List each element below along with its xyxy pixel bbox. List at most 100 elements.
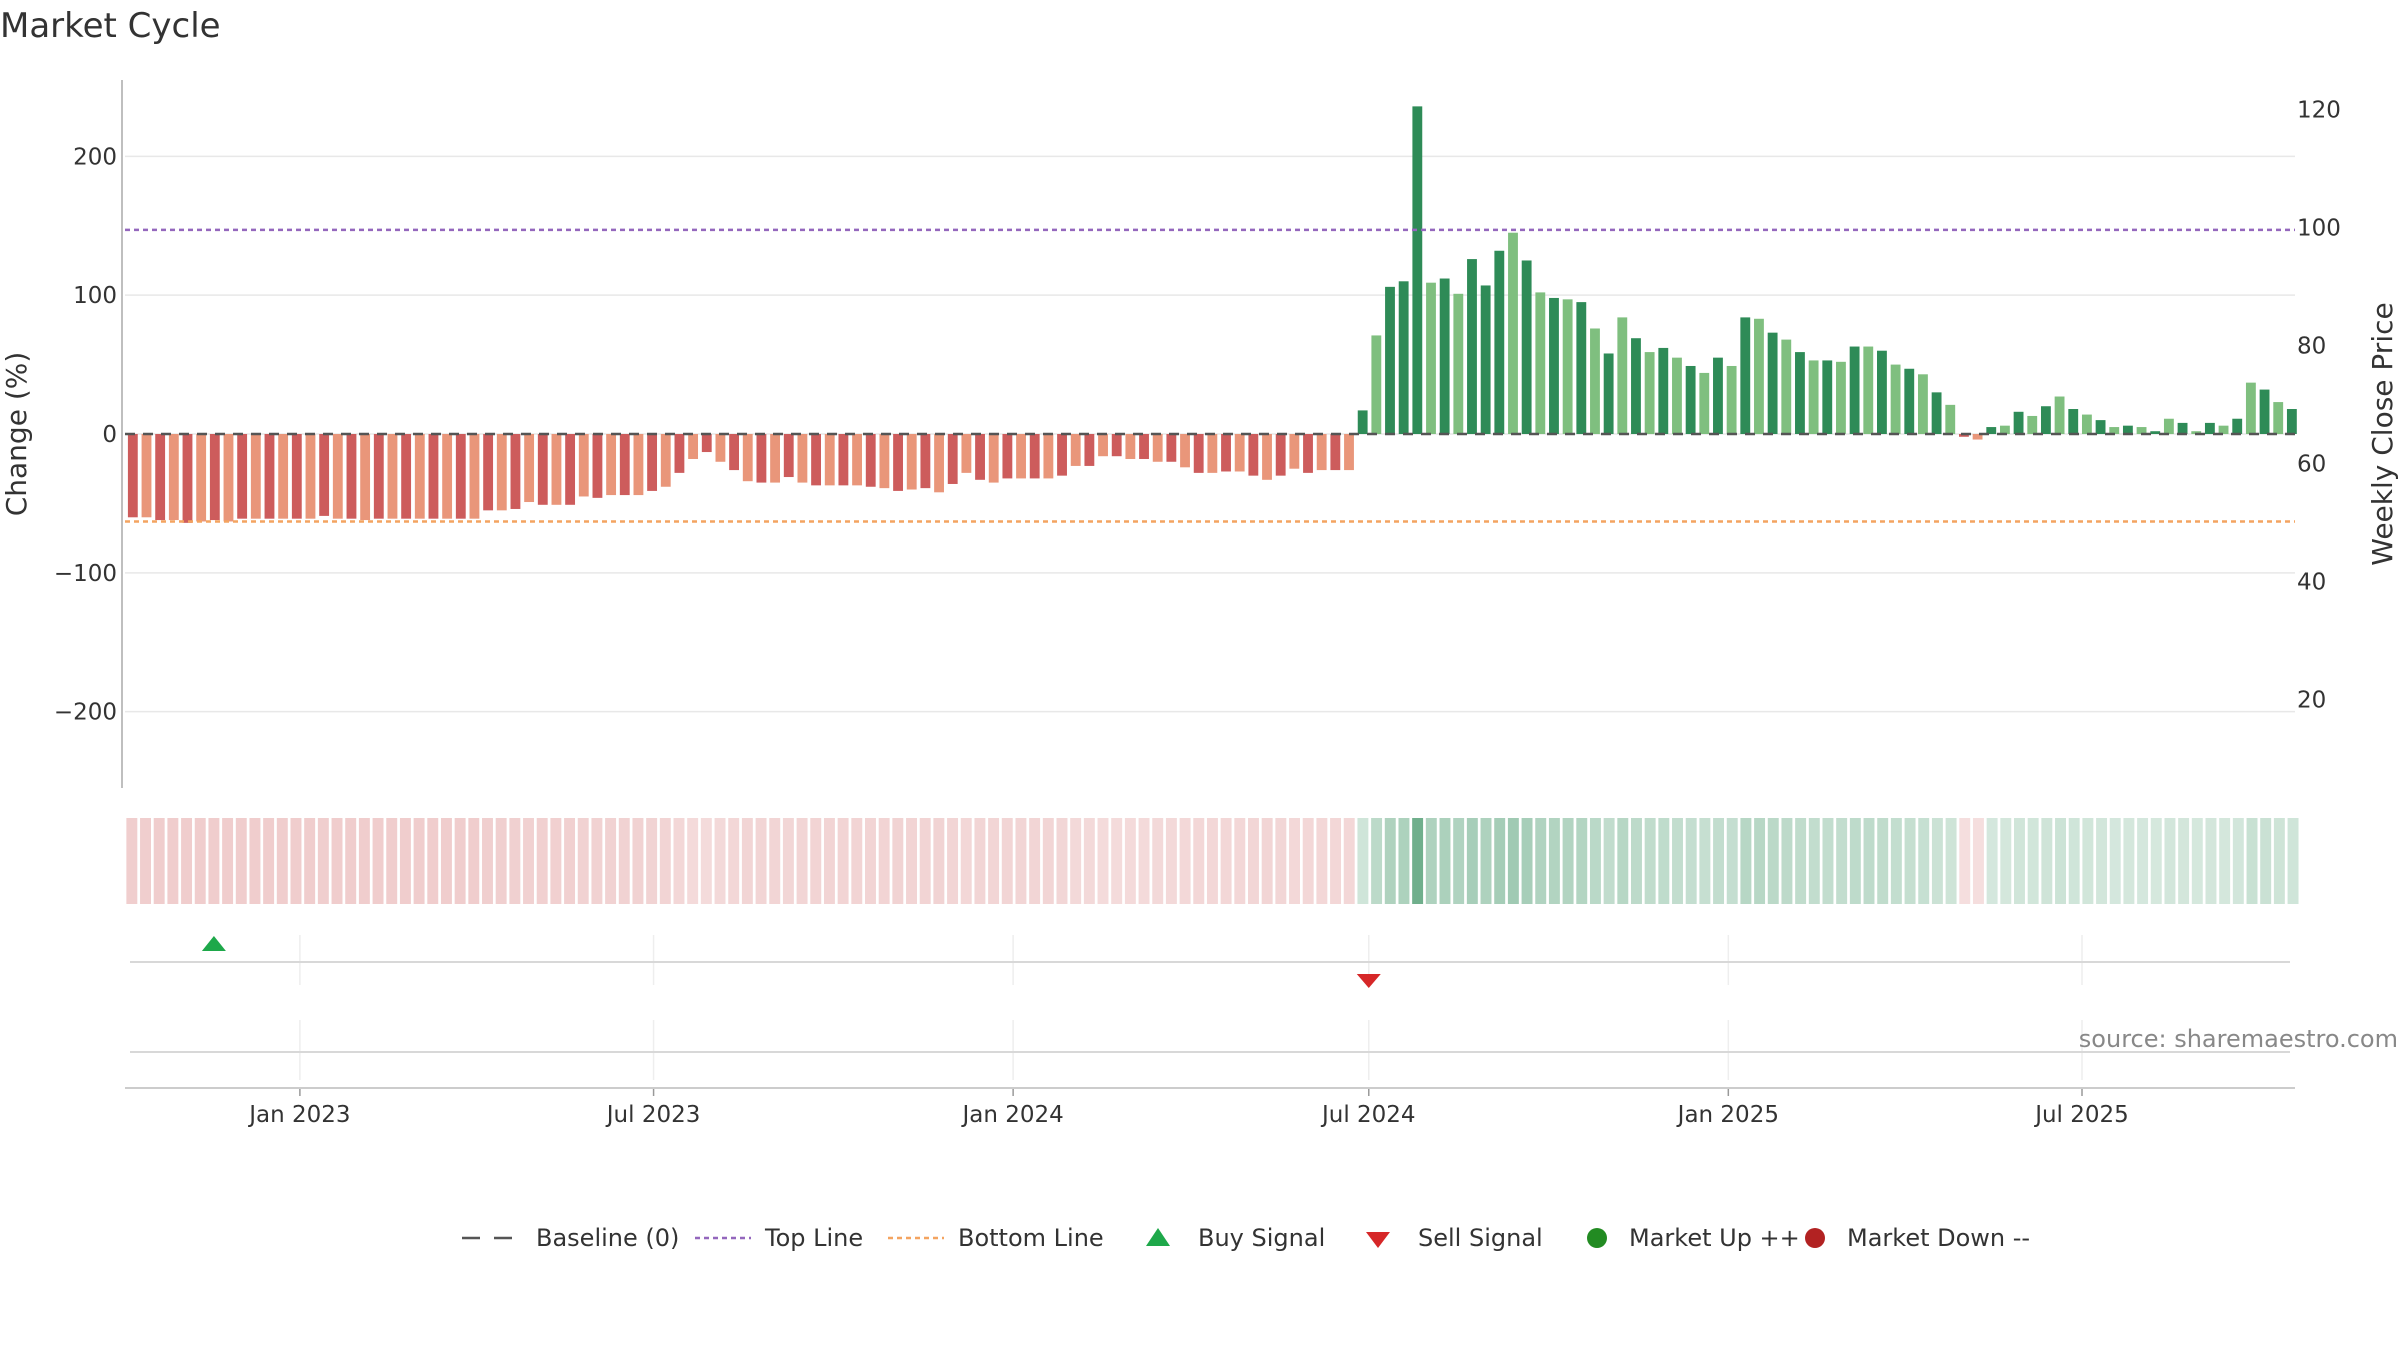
bar xyxy=(2040,406,2051,434)
legend-label: Sell Signal xyxy=(1418,1224,1543,1252)
strip-cell xyxy=(1644,818,1656,904)
strip-cell xyxy=(1371,818,1383,904)
x-tick-label: Jan 2023 xyxy=(247,1102,350,1128)
strip-cell xyxy=(2109,818,2121,904)
bar xyxy=(756,434,767,483)
bar xyxy=(578,434,589,497)
strip-cell xyxy=(1795,818,1807,904)
bar xyxy=(1726,365,1737,434)
bar xyxy=(988,434,999,483)
strip-cell xyxy=(509,818,521,904)
bar xyxy=(865,434,876,487)
strip-cell xyxy=(1083,818,1095,904)
bar xyxy=(1672,357,1682,434)
bar xyxy=(250,434,261,519)
strip-cell xyxy=(659,818,671,904)
bar xyxy=(1357,410,1368,434)
strip-cell xyxy=(947,818,959,904)
strip-cell xyxy=(933,818,945,904)
bar xyxy=(824,434,835,486)
strip-cell xyxy=(1248,818,1259,904)
strip-cell xyxy=(960,818,972,904)
bar xyxy=(1740,317,1751,434)
chart-title: Market Cycle xyxy=(0,6,221,46)
strip-cell xyxy=(700,818,712,904)
strip-cell xyxy=(1357,818,1369,904)
bar xyxy=(223,434,234,522)
bar xyxy=(360,434,371,521)
bar xyxy=(1767,332,1778,434)
x-tick-label: Jan 2024 xyxy=(960,1102,1063,1128)
strip-cell xyxy=(1918,818,1930,904)
strip-cell xyxy=(1001,818,1013,904)
bar xyxy=(141,434,152,518)
strip-cell xyxy=(1959,818,1971,904)
strip-cell xyxy=(1193,818,1205,904)
strip-cell xyxy=(1767,818,1779,904)
bar xyxy=(319,434,330,516)
strip-cell xyxy=(1330,818,1342,904)
strip-cell xyxy=(1124,818,1136,904)
bar xyxy=(1549,297,1559,434)
strip-cell xyxy=(1412,818,1424,904)
bar xyxy=(127,434,138,518)
strip-cell xyxy=(1589,818,1601,904)
bar xyxy=(401,434,412,519)
strip-cell xyxy=(1111,818,1123,904)
bar xyxy=(1262,434,1272,480)
strip-cell xyxy=(974,818,986,904)
bar xyxy=(1795,352,1805,434)
strip-cell xyxy=(2027,818,2039,904)
bar xyxy=(1098,434,1108,457)
legend-label: Market Down -- xyxy=(1847,1224,2030,1252)
bar xyxy=(537,434,548,505)
strip-cell xyxy=(194,818,206,904)
strip-cell xyxy=(810,818,822,904)
strip-cell xyxy=(1658,818,1670,904)
strip-cell xyxy=(2205,818,2217,904)
legend: Baseline (0) Top Line Bottom Line Buy Signa… xyxy=(462,1224,2030,1252)
bar xyxy=(2218,425,2229,434)
strip-cell xyxy=(1945,818,1957,904)
y-tick-label: −100 xyxy=(54,561,117,587)
bar xyxy=(565,434,576,505)
strip-cell xyxy=(1015,818,1027,904)
bar xyxy=(2027,415,2038,434)
bar xyxy=(1453,293,1464,434)
bar xyxy=(1808,360,1819,434)
bar xyxy=(1234,434,1245,472)
strip-cell xyxy=(1056,818,1068,904)
bar xyxy=(1152,434,1163,462)
legend-swatch-buy-triangle-icon xyxy=(1146,1228,1170,1246)
strip-cell xyxy=(728,818,740,904)
bar xyxy=(2177,422,2188,434)
strip-cell xyxy=(222,818,234,904)
strip-cell xyxy=(1275,818,1287,904)
strip-cell xyxy=(2137,818,2149,904)
bar xyxy=(619,434,630,496)
bar xyxy=(1945,404,1956,434)
reference-lines xyxy=(125,228,2295,523)
bar xyxy=(770,434,781,483)
bar xyxy=(975,434,985,480)
bar xyxy=(2232,418,2243,434)
strip-cell xyxy=(837,818,849,904)
bar xyxy=(442,434,453,519)
bar xyxy=(1084,434,1095,466)
bar xyxy=(1275,434,1286,476)
strip-cell xyxy=(153,818,165,904)
bar xyxy=(1166,434,1177,462)
y2-tick-label: 20 xyxy=(2297,688,2326,714)
buy-signal-marker xyxy=(201,936,226,951)
axes: 200 100 0 −100 −200 120 100 80 60 40 20 xyxy=(54,80,2341,788)
bar xyxy=(2259,389,2270,434)
bar xyxy=(1111,434,1122,457)
strip-cell xyxy=(1480,818,1492,904)
strip-cell xyxy=(536,818,548,904)
bar xyxy=(155,434,166,521)
strip-cell xyxy=(714,818,726,904)
strip-cell xyxy=(1494,818,1506,904)
strip-cell xyxy=(564,818,576,904)
strip-cell xyxy=(782,818,794,904)
strip-cell xyxy=(906,818,917,904)
